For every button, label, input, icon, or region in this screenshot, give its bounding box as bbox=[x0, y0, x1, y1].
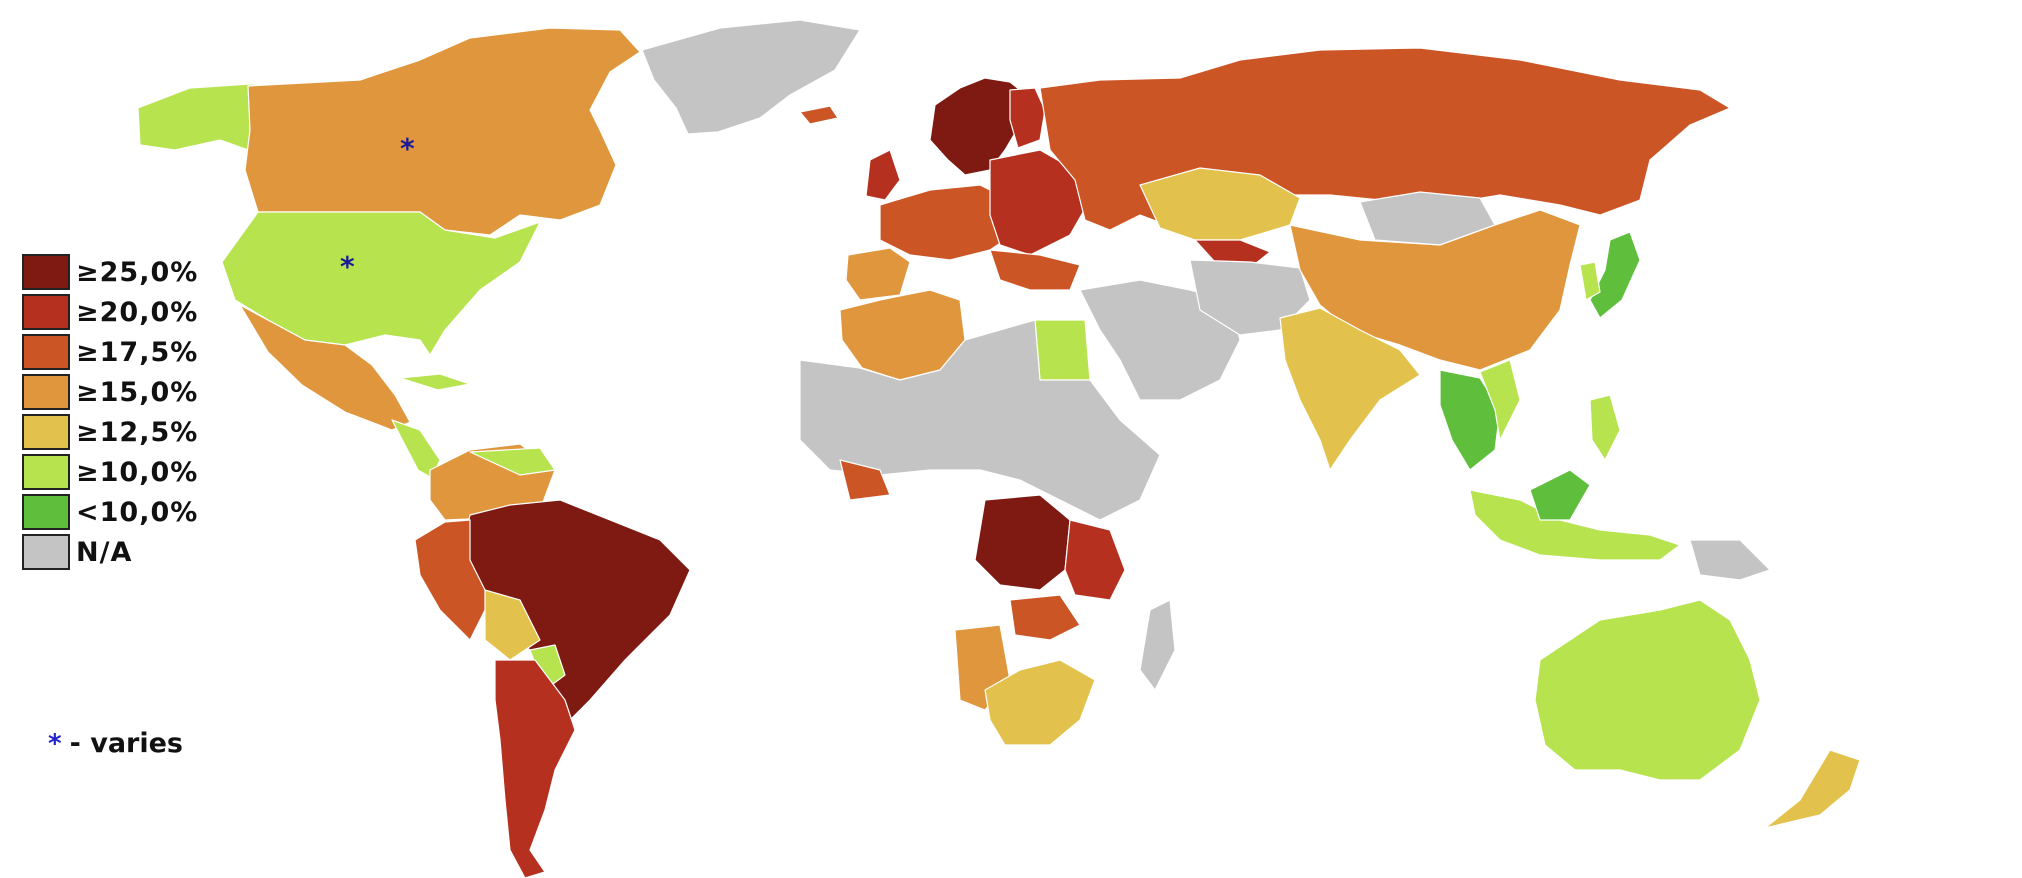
region-guyana bbox=[469, 447, 556, 476]
legend-label: <10,0% bbox=[76, 496, 199, 528]
region-canada bbox=[244, 27, 641, 236]
legend-swatch bbox=[22, 334, 70, 370]
region-vietnam bbox=[1479, 359, 1521, 441]
region-usa bbox=[221, 211, 541, 356]
region-east-africa bbox=[1064, 519, 1126, 601]
region-west-africa bbox=[839, 459, 891, 501]
region-argentina-chile bbox=[494, 659, 576, 878]
legend-label: ≥20,0% bbox=[76, 296, 199, 328]
legend-label: ≥12,5% bbox=[76, 416, 199, 448]
varies-note: * - varies bbox=[48, 728, 183, 759]
legend-swatch bbox=[22, 494, 70, 530]
region-japan bbox=[1589, 231, 1641, 319]
legend-item: <10,0% bbox=[22, 492, 198, 532]
region-zambia bbox=[1009, 594, 1081, 641]
legend-item: ≥17,5% bbox=[22, 332, 198, 372]
region-australia bbox=[1534, 599, 1761, 781]
legend-swatch bbox=[22, 254, 70, 290]
region-india bbox=[1279, 307, 1421, 471]
legend-swatch bbox=[22, 374, 70, 410]
legend-label: N/A bbox=[76, 536, 133, 568]
varies-note-text: - varies bbox=[69, 728, 183, 759]
region-egypt bbox=[1034, 319, 1091, 381]
legend-item: ≥15,0% bbox=[22, 372, 198, 412]
region-cuba bbox=[399, 373, 471, 391]
region-bolivia bbox=[484, 589, 541, 661]
region-philippines bbox=[1589, 394, 1621, 461]
region-mexico bbox=[239, 304, 411, 431]
region-southeast-asia-mainland bbox=[1439, 369, 1501, 471]
region-new-zealand bbox=[1764, 749, 1861, 829]
legend-item: ≥20,0% bbox=[22, 292, 198, 332]
legend-label: ≥15,0% bbox=[76, 376, 199, 408]
legend-item: ≥25,0% bbox=[22, 252, 198, 292]
region-borneo bbox=[1529, 469, 1591, 521]
region-iceland bbox=[799, 105, 839, 125]
region-central-eastern-europe bbox=[989, 149, 1091, 256]
region-uk bbox=[865, 149, 901, 201]
legend-label: ≥25,0% bbox=[76, 256, 199, 288]
legend-label: ≥10,0% bbox=[76, 456, 199, 488]
region-sahara-sahel bbox=[799, 319, 1161, 521]
region-new-guinea bbox=[1689, 539, 1771, 581]
region-uzbekistan bbox=[1194, 239, 1271, 269]
legend-swatch bbox=[22, 294, 70, 330]
legend-item: N/A bbox=[22, 532, 198, 572]
legend-swatch bbox=[22, 414, 70, 450]
varies-asterisk-icon: * bbox=[48, 728, 62, 759]
region-madagascar bbox=[1139, 599, 1176, 691]
map-legend: ≥25,0% ≥20,0% ≥17,5% ≥15,0% ≥12,5% ≥10,0% <10,… bbox=[22, 252, 198, 572]
legend-item: ≥10,0% bbox=[22, 452, 198, 492]
region-korea bbox=[1579, 261, 1601, 301]
region-greenland bbox=[641, 19, 861, 135]
region-scandinavia bbox=[929, 77, 1031, 176]
region-iberia bbox=[845, 247, 911, 301]
legend-label: ≥17,5% bbox=[76, 336, 199, 368]
canada-varies-asterisk: * bbox=[400, 132, 415, 165]
region-congo bbox=[974, 494, 1071, 591]
legend-item: ≥12,5% bbox=[22, 412, 198, 452]
legend-swatch bbox=[22, 534, 70, 570]
region-balkans bbox=[989, 249, 1081, 291]
usa-varies-asterisk: * bbox=[340, 250, 355, 283]
region-finland bbox=[1009, 87, 1046, 149]
legend-swatch bbox=[22, 454, 70, 490]
region-southern-africa bbox=[984, 659, 1096, 746]
